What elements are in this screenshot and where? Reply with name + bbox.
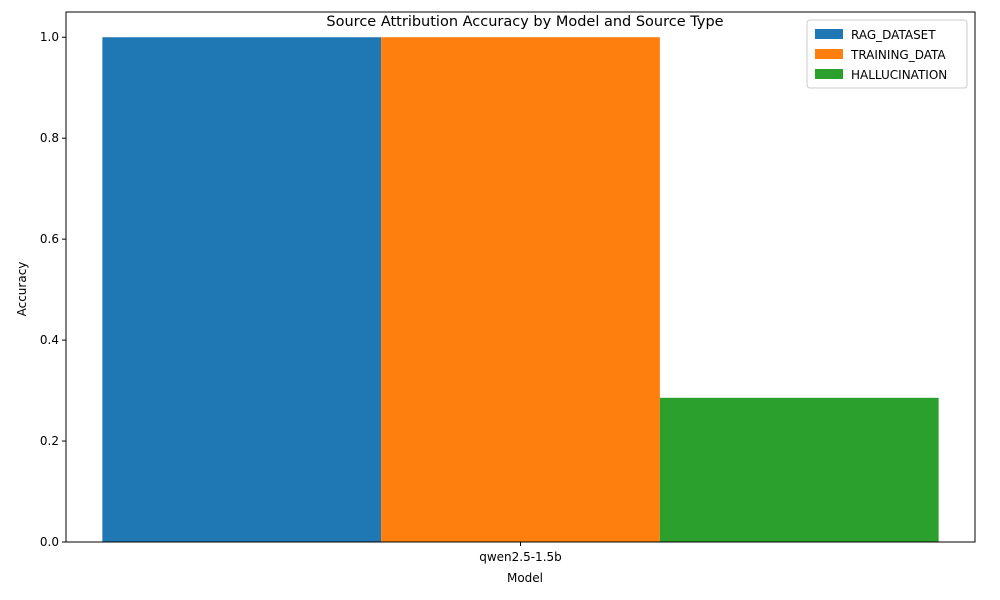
y-tick-label: 1.0 xyxy=(40,30,59,44)
legend: RAG_DATASET TRAINING_DATA HALLUCINATION xyxy=(806,19,968,89)
y-tick-label: 0.8 xyxy=(40,131,59,145)
legend-swatch xyxy=(815,69,843,79)
legend-swatch xyxy=(815,29,843,39)
y-axis: 0.0 0.2 0.4 0.6 0.8 1.0 xyxy=(40,30,66,549)
plot-frame xyxy=(65,11,976,543)
x-axis-label: Model xyxy=(507,571,543,585)
y-tick-label: 0.0 xyxy=(40,535,59,549)
bar-training-data xyxy=(381,37,660,542)
bar-hallucination xyxy=(659,397,939,542)
y-tick-label: 0.2 xyxy=(40,434,59,448)
x-tick-label: qwen2.5-1.5b xyxy=(479,550,562,564)
legend-label: TRAINING_DATA xyxy=(850,48,946,62)
legend-swatch xyxy=(815,49,843,59)
y-tick-label: 0.6 xyxy=(40,232,59,246)
y-axis-label: Accuracy xyxy=(15,262,29,317)
y-tick-label: 0.4 xyxy=(40,333,59,347)
legend-label: RAG_DATASET xyxy=(851,28,936,42)
chart-title: Source Attribution Accuracy by Model and… xyxy=(326,14,723,30)
bars-group xyxy=(102,37,939,542)
bar-rag-dataset xyxy=(102,37,382,542)
x-axis: qwen2.5-1.5b xyxy=(479,542,562,564)
legend-frame xyxy=(806,19,968,89)
legend-label: HALLUCINATION xyxy=(851,68,947,82)
